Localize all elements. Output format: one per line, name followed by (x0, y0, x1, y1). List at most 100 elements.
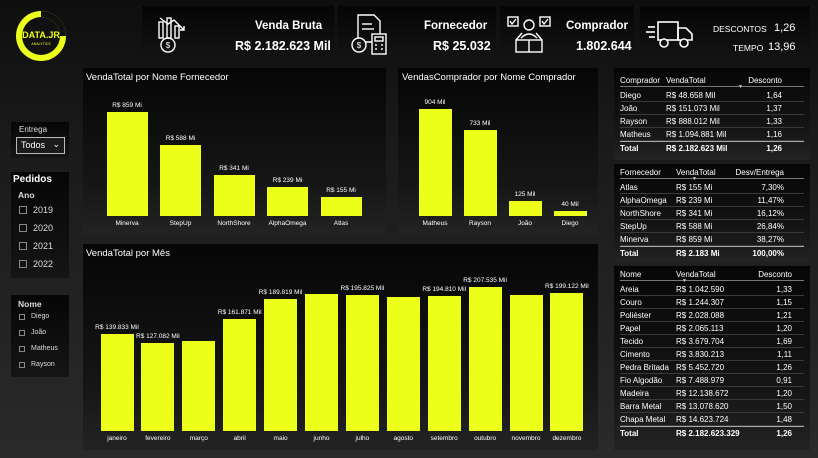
category-label: outubro (474, 435, 497, 442)
name-option[interactable]: Diego (19, 313, 49, 320)
name-option[interactable]: Matheus (19, 345, 58, 352)
sort-indicator-icon[interactable]: ▼ (738, 84, 743, 90)
chart-bar[interactable] (345, 295, 379, 431)
column-header[interactable]: Nome (620, 270, 642, 279)
table-total-row[interactable]: Total R$ 2.182.623 Mil 1,26 (620, 141, 804, 154)
column-header[interactable]: Comprador (620, 76, 661, 85)
chart-bar[interactable] (141, 343, 175, 431)
column-header[interactable]: VendaTotal (676, 270, 716, 279)
name-option[interactable]: João (19, 329, 46, 336)
year-option[interactable]: 2020 (19, 223, 53, 233)
table-cell: R$ 151.073 Mil (666, 104, 720, 113)
table-cell: R$ 239 Mi (676, 196, 713, 205)
chart-bar[interactable] (160, 145, 201, 216)
name-option[interactable]: Rayson (19, 361, 55, 368)
entrega-dropdown[interactable]: Todos ⌄ (16, 137, 65, 154)
chart-bar[interactable] (223, 319, 257, 431)
table-row[interactable]: Rayson R$ 888.012 Mil 1,33 (620, 115, 804, 128)
chart-bar[interactable] (386, 297, 420, 431)
chart-bar[interactable] (305, 294, 338, 431)
chart-bar[interactable] (553, 211, 587, 216)
data-label: R$ 207.535 Mil (463, 277, 507, 284)
table-total-row[interactable]: Total R$ 2.182.623.329 1,26 (620, 426, 804, 439)
chart-bar[interactable] (213, 175, 255, 216)
table-cell: R$ 14.623.724 (676, 415, 729, 424)
table-cell: 11,47% (757, 196, 784, 205)
kpi-comprador-card: Comprador 1.802.644 (500, 6, 634, 61)
table-cell: 7,30% (761, 183, 784, 192)
checkbox[interactable] (19, 242, 27, 250)
category-label: janeiro (107, 435, 127, 442)
chart-bar[interactable] (106, 112, 148, 216)
table-row[interactable]: Poliéster R$ 2.028.088 1,21 (620, 309, 804, 322)
table-row[interactable]: Barra Metal R$ 13.078.620 1,50 (620, 400, 804, 413)
year-option[interactable]: 2021 (19, 241, 53, 251)
chart-bar[interactable] (418, 109, 452, 216)
chart-bar[interactable] (100, 334, 134, 431)
checkbox[interactable] (19, 361, 25, 368)
table-row[interactable]: Madeira R$ 12.138.672 1,20 (620, 387, 804, 400)
year-option[interactable]: 2022 (19, 259, 53, 269)
table-row[interactable]: Tecido R$ 3.679.704 1,69 (620, 335, 804, 348)
column-header[interactable]: Desconto (748, 76, 782, 85)
checkbox[interactable] (19, 345, 25, 352)
chart-bar[interactable] (509, 295, 543, 431)
table-row[interactable]: Minerva R$ 859 Mi 38,27% (620, 233, 804, 246)
table-row[interactable]: Diego R$ 48.658 Mil 1,64 (620, 89, 804, 102)
table-row[interactable]: NorthShore R$ 341 Mi 16,12% (620, 207, 804, 220)
table-row[interactable]: Fio Algodão R$ 7.488.979 0,91 (620, 374, 804, 387)
chart-bar[interactable] (182, 341, 216, 431)
data-label: R$ 155 Mi (326, 187, 356, 194)
table-row[interactable]: StepUp R$ 588 Mi 26,84% (620, 220, 804, 233)
table-cell: 1,26 (776, 429, 792, 438)
chart-bar[interactable] (550, 293, 584, 431)
category-label: junho (313, 435, 330, 442)
table-row[interactable]: Pedra Britada R$ 5.452.720 1,26 (620, 361, 804, 374)
table-cell: 1,50 (776, 402, 792, 411)
checkbox[interactable] (19, 313, 25, 320)
table-cell: R$ 13.078.620 (676, 402, 729, 411)
chart-bar[interactable] (508, 201, 542, 216)
table-row[interactable]: Cimento R$ 3.830.213 1,11 (620, 348, 804, 361)
table-row[interactable]: Areia R$ 1.042.590 1,33 (620, 283, 804, 296)
checkbox[interactable] (19, 260, 27, 268)
table-row[interactable]: João R$ 151.073 Mil 1,37 (620, 102, 804, 115)
column-header[interactable]: Desconto (758, 270, 792, 279)
table-cell: 16,12% (756, 209, 784, 218)
column-header[interactable]: VendaTotal (666, 76, 706, 85)
sort-indicator-icon[interactable]: ▼ (692, 176, 697, 182)
chart-bar[interactable] (468, 287, 502, 431)
table-cell: Atlas (620, 183, 638, 192)
table-row[interactable]: Atlas R$ 155 Mi 7,30% (620, 181, 804, 194)
table-row[interactable]: Matheus R$ 1.094.881 Mil 1,16 (620, 128, 804, 141)
chart-bar[interactable] (264, 299, 298, 431)
table-cell: 1,33 (776, 285, 792, 294)
column-header[interactable]: VendaTotal (676, 168, 716, 177)
category-label: Diego (561, 220, 579, 227)
table-row[interactable]: AlphaOmega R$ 239 Mi 11,47% (620, 194, 804, 207)
table-cell: 1,21 (776, 311, 792, 320)
table-row[interactable]: Couro R$ 1.244.307 1,15 (620, 296, 804, 309)
column-header[interactable]: Desv/Entrega (735, 168, 784, 177)
column-header[interactable]: Fornecedor (620, 168, 661, 177)
chart-bar[interactable] (463, 130, 497, 216)
data-label: 40 Mil (561, 201, 579, 208)
chart-bar[interactable] (320, 197, 362, 216)
table-row[interactable]: Chapa Metal R$ 14.623.724 1,48 (620, 413, 804, 426)
chart-bar[interactable] (267, 187, 308, 216)
checkbox[interactable] (19, 224, 27, 232)
table-row[interactable]: Papel R$ 2.065.113 1,20 (620, 322, 804, 335)
year-option[interactable]: 2019 (19, 205, 53, 215)
checkbox[interactable] (19, 329, 25, 336)
checkbox[interactable] (19, 206, 27, 214)
category-label: AlphaOmega (268, 220, 307, 227)
chart-bar[interactable] (427, 296, 461, 431)
slicer-nome: Nome Diego João Matheus Rayson (11, 295, 69, 377)
category-label: fevereiro (145, 435, 171, 442)
table-total-row[interactable]: Total R$ 2.183 Mi 100,00% (620, 246, 804, 259)
table-cell: Diego (620, 91, 641, 100)
slicer-entrega-title: Entrega (19, 125, 48, 134)
table-produto: Nome VendaTotal Desconto Areia R$ 1.042.590 1… (620, 268, 804, 448)
sort-indicator-icon[interactable]: ▼ (682, 278, 687, 284)
category-label: novembro (511, 435, 541, 442)
